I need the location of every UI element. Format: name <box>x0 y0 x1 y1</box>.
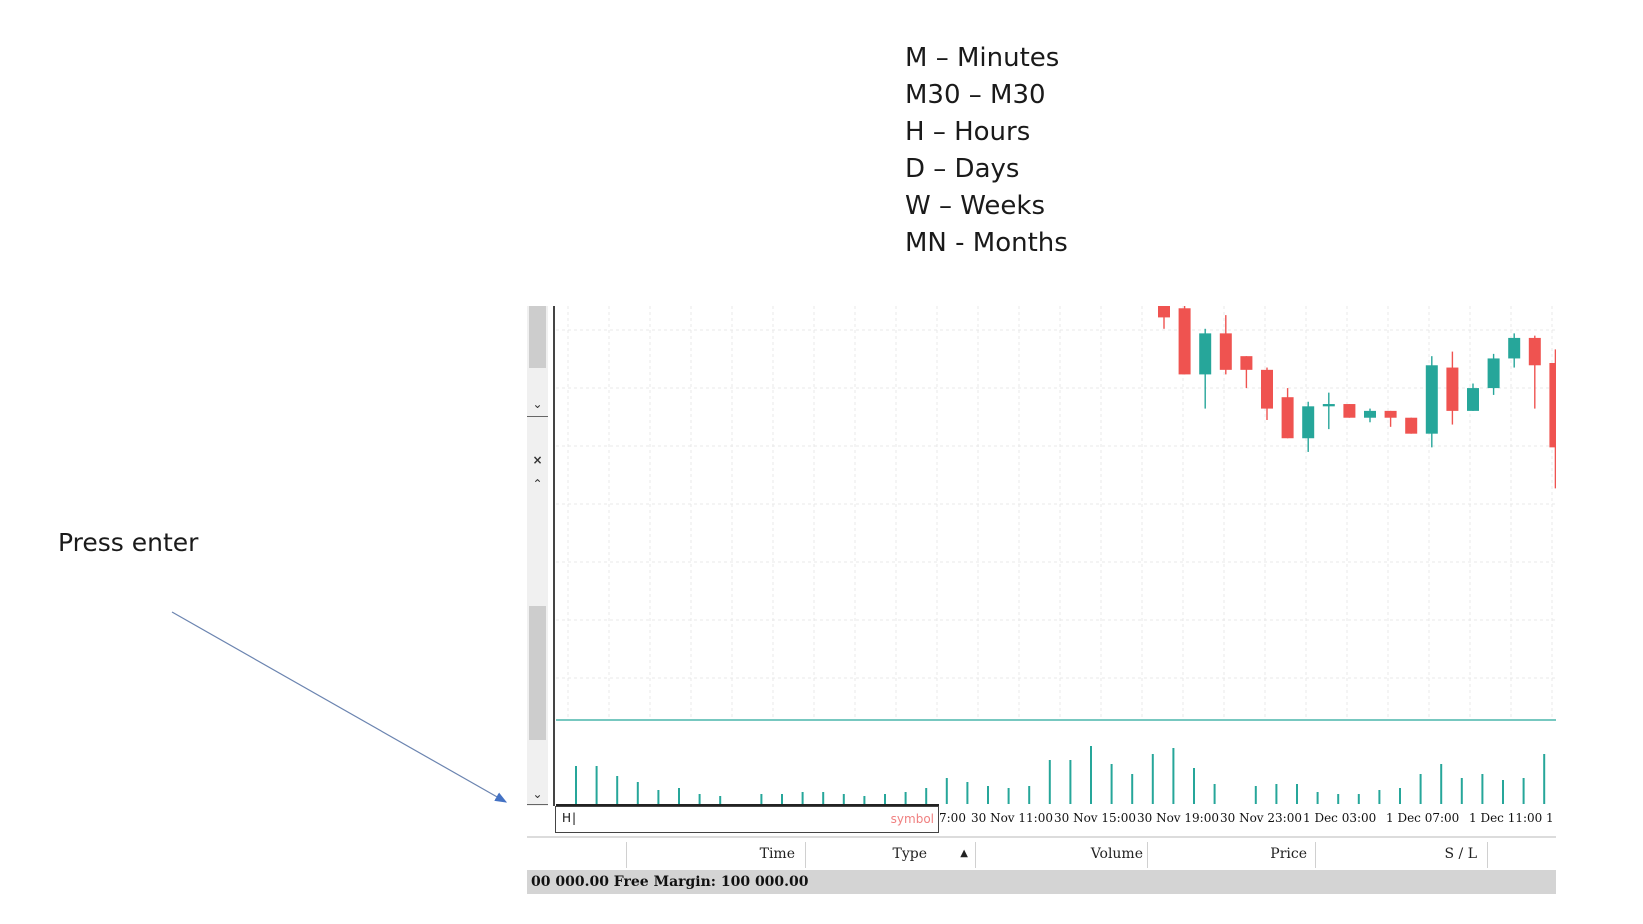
candle-body <box>1467 388 1479 411</box>
candle-body <box>1508 337 1521 359</box>
chart-left-axis <box>553 306 555 806</box>
time-label: 30 Nov 19:00 <box>1137 811 1219 825</box>
trading-terminal: ⌄ × ⌃ ⌄ H symbol 7:00 30 Nov 11:00 30 No… <box>527 306 1556 896</box>
candle-body <box>1261 369 1273 409</box>
candle-body <box>1528 337 1541 366</box>
time-label: 1 Dec 07:00 <box>1386 811 1460 825</box>
scroll-up-icon[interactable]: ⌃ <box>532 477 543 491</box>
time-label: 1 Dec 11:00 <box>1469 811 1543 825</box>
legend-line-days: D – Days <box>905 154 1020 184</box>
panel-divider <box>527 836 1556 838</box>
column-type[interactable]: Type <box>892 846 928 862</box>
candle-body <box>1364 410 1376 418</box>
time-label: 7:00 <box>939 811 966 825</box>
vertical-scrollbar[interactable]: ⌄ × ⌃ ⌄ <box>527 306 548 806</box>
column-volume[interactable]: Volume <box>1090 846 1143 862</box>
candle-body <box>1405 417 1418 434</box>
candle-body <box>1322 404 1335 407</box>
candle-body <box>1384 410 1397 418</box>
time-axis: 7:00 30 Nov 11:00 30 Nov 15:00 30 Nov 19… <box>939 806 1556 833</box>
account-status-bar: 00 000.00 Free Margin: 100 000.00 <box>527 870 1556 894</box>
candle-body <box>1158 306 1170 318</box>
column-price[interactable]: Price <box>1270 846 1307 862</box>
candle-body <box>1219 333 1232 370</box>
scroll-down-icon-2[interactable]: ⌄ <box>532 787 543 801</box>
press-enter-note: Press enter <box>58 528 199 557</box>
candle-body <box>1487 358 1500 389</box>
time-label: 30 Nov 23:00 <box>1220 811 1302 825</box>
candle-body <box>1178 308 1191 375</box>
legend-line-months: MN - Months <box>905 228 1068 258</box>
legend-line-minutes: M – Minutes <box>905 43 1060 73</box>
column-time[interactable]: Time <box>759 846 795 862</box>
sort-asc-icon: ▲ <box>960 848 968 859</box>
candle-body <box>1425 365 1438 434</box>
scroll-down-icon[interactable]: ⌄ <box>532 397 543 411</box>
candle-body <box>1199 333 1212 375</box>
candle-body <box>1446 367 1459 411</box>
scrollbar-thumb-bottom[interactable] <box>529 606 546 740</box>
candle-body <box>1302 406 1315 439</box>
command-input-value: H <box>562 811 576 825</box>
candle-body <box>1240 356 1253 370</box>
timeframe-command-input[interactable]: H symbol <box>555 806 939 833</box>
column-sl[interactable]: S / L <box>1444 846 1477 862</box>
legend-line-m30: M30 – M30 <box>905 80 1046 110</box>
close-icon[interactable]: × <box>532 453 543 467</box>
command-input-hint: symbol <box>890 812 934 826</box>
trade-table-header: Time Type ▲ Volume Price S / L <box>527 842 1556 868</box>
scrollbar-thumb-top[interactable] <box>529 306 546 368</box>
legend-line-hours: H – Hours <box>905 117 1031 147</box>
time-label: 1 Dec 03:00 <box>1303 811 1377 825</box>
legend-line-weeks: W – Weeks <box>905 191 1046 221</box>
price-chart[interactable] <box>556 306 1556 806</box>
timeframe-legend: M – Minutes M30 – M30 H – Hours D – Days… <box>905 40 1068 262</box>
candle-body <box>1343 404 1356 418</box>
time-label: 30 Nov 11:00 <box>971 811 1053 825</box>
candle-body <box>1549 363 1556 448</box>
candle-body <box>1281 397 1294 439</box>
time-label: 1 <box>1546 811 1554 825</box>
time-label: 30 Nov 15:00 <box>1054 811 1136 825</box>
